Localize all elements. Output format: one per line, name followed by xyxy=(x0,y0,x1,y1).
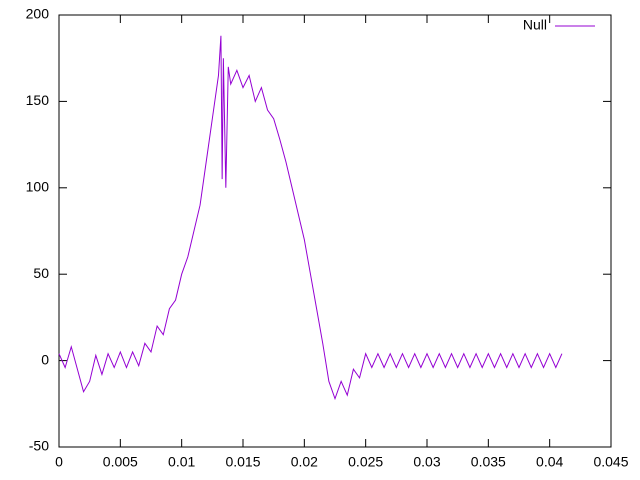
x-tick-label: 0.01 xyxy=(168,454,195,470)
y-tick-label: -50 xyxy=(29,438,49,454)
y-tick-label: 100 xyxy=(26,179,50,195)
x-tick-label: 0.04 xyxy=(536,454,563,470)
legend-label: Null xyxy=(523,17,547,33)
data-line xyxy=(58,35,563,401)
x-tick-label: 0.015 xyxy=(225,454,260,470)
x-tick-label: 0 xyxy=(55,454,63,470)
x-tick-label: 0.03 xyxy=(413,454,440,470)
y-tick-label: 50 xyxy=(33,265,49,281)
x-tick-label: 0.045 xyxy=(593,454,628,470)
x-tick-label: 0.035 xyxy=(471,454,506,470)
x-tick-label: 0.005 xyxy=(103,454,138,470)
y-tick-label: 150 xyxy=(26,92,50,108)
x-tick-label: 0.025 xyxy=(348,454,383,470)
plot-border xyxy=(58,14,612,448)
x-tick-label: 0.02 xyxy=(291,454,318,470)
y-tick-label: 200 xyxy=(26,6,50,22)
y-tick-label: 0 xyxy=(41,351,49,367)
